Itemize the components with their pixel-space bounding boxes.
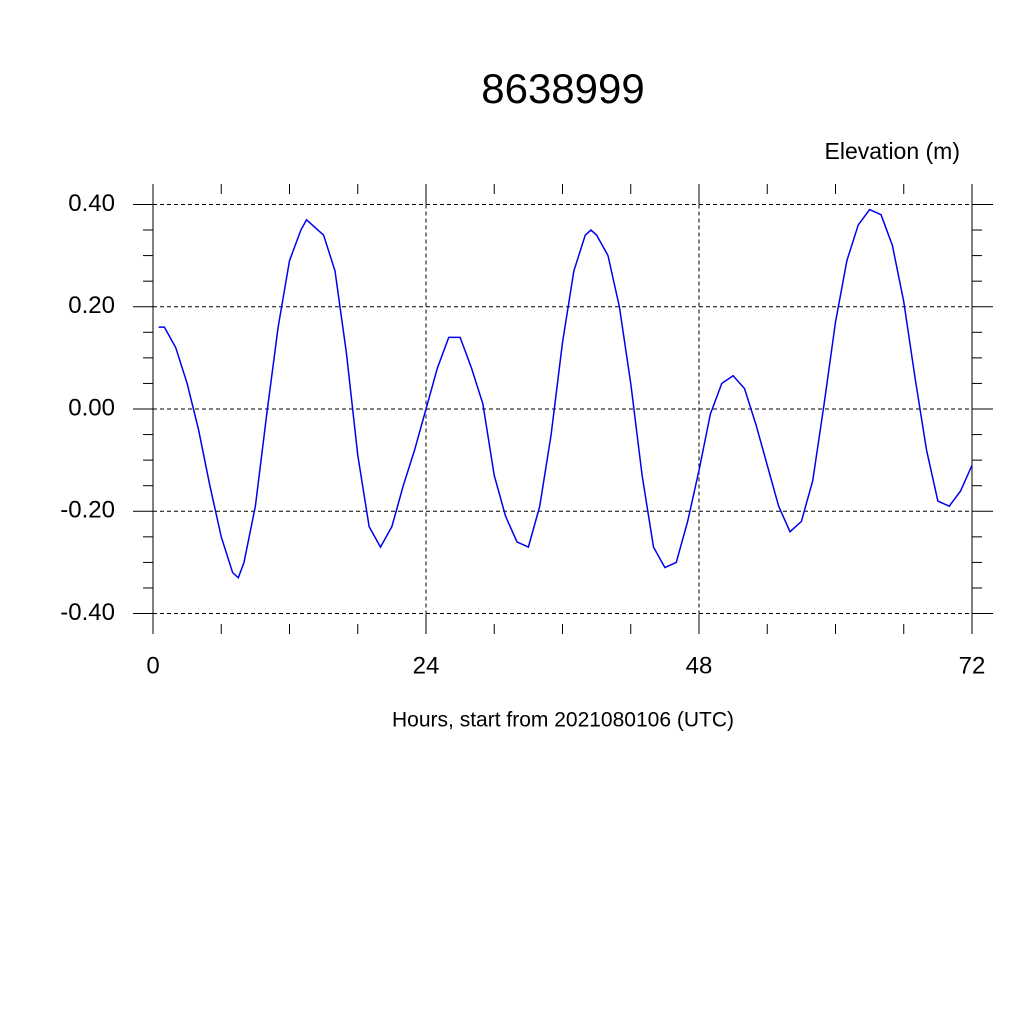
y-tick-label: -0.20: [60, 497, 115, 524]
x-tick-label: 0: [146, 652, 159, 679]
y-axis-label: Elevation (m): [825, 138, 960, 164]
data-line: [158, 208, 973, 580]
y-tick-label: -0.40: [60, 599, 115, 626]
x-axis-label: Hours, start from 2021080106 (UTC): [392, 709, 734, 732]
y-tick-label: 0.00: [68, 394, 115, 421]
chart-title: 8638999: [481, 65, 645, 112]
x-tick-label: 24: [413, 652, 440, 679]
y-tick-label: 0.40: [68, 190, 115, 217]
x-tick-label: 48: [686, 652, 713, 679]
x-tick-label: 72: [959, 652, 986, 679]
y-tick-label: 0.20: [68, 292, 115, 319]
